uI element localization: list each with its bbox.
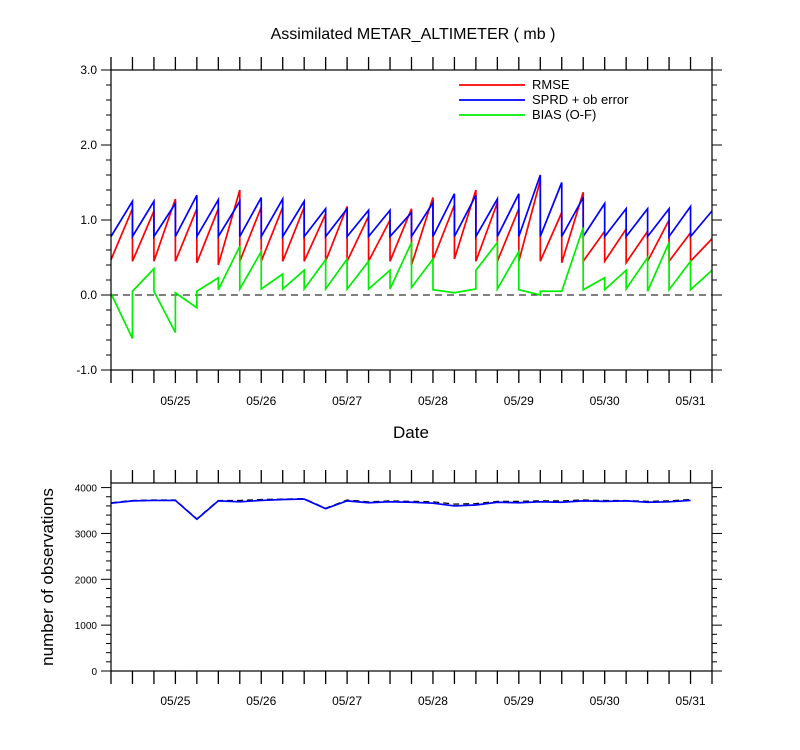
y-tick-label: 0	[91, 667, 97, 678]
x-tick-label: 05/26	[246, 394, 276, 408]
bottom-plot-frame	[110, 482, 713, 672]
obs-line-0	[110, 497, 691, 520]
legend-label-1: SPRD + ob error	[532, 92, 629, 107]
y-tick-label: 4000	[75, 484, 98, 495]
y-tick-label: -1.0	[76, 363, 97, 377]
series-line-1	[110, 174, 713, 240]
x-tick-label: 05/29	[504, 394, 534, 408]
x-tick-label: 05/25	[160, 394, 190, 408]
y-tick-label: 1000	[75, 621, 98, 632]
bottom-series-group	[110, 497, 691, 521]
y-tick-label: 3.0	[80, 63, 97, 77]
y-tick-label: 3000	[75, 529, 98, 540]
x-tick-label: 05/29	[504, 694, 534, 708]
top-plot-frame	[110, 69, 713, 371]
top-axis-ticks	[101, 57, 722, 383]
bottom-x-tick-labels: 05/25 05/26 05/27 05/28 05/29 05/30 05/31	[160, 694, 705, 708]
x-tick-label: 05/31	[676, 694, 706, 708]
y-axis-title: number of observations	[38, 488, 57, 666]
x-axis-title: Date	[393, 423, 429, 442]
x-tick-label: 05/31	[676, 394, 706, 408]
x-tick-label: 05/30	[590, 694, 620, 708]
y-tick-label: 0.0	[80, 288, 97, 302]
legend-label-2: BIAS (O-F)	[532, 107, 596, 122]
chart-title: Assimilated METAR_ALTIMETER ( mb )	[271, 26, 556, 43]
x-tick-label: 05/28	[418, 694, 448, 708]
top-x-tick-labels: 05/25 05/26 05/27 05/28 05/29 05/30 05/31	[160, 394, 705, 408]
x-tick-label: 05/30	[590, 394, 620, 408]
y-tick-label: 2.0	[80, 138, 97, 152]
x-tick-label: 05/26	[246, 694, 276, 708]
y-tick-label: 1.0	[80, 213, 97, 227]
x-tick-label: 05/27	[332, 394, 362, 408]
top-panel: -1.00.01.02.03.0 05/25 05/26 05/27 05/28 05/…	[76, 57, 722, 442]
obs-line-1	[110, 498, 691, 521]
top-y-tick-labels: -1.0 0.0 1.0 2.0 3.0	[76, 63, 97, 377]
y-tick-label: 2000	[75, 575, 98, 586]
top-series-group	[110, 174, 713, 339]
legend-label-0: RMSE	[532, 77, 570, 92]
x-tick-label: 05/27	[332, 694, 362, 708]
x-tick-label: 05/28	[418, 394, 448, 408]
x-tick-label: 05/25	[160, 694, 190, 708]
bottom-axis-ticks	[101, 470, 722, 684]
series-line-2	[110, 227, 713, 339]
bottom-y-tick-labels: 0 1000 2000 3000 4000	[75, 484, 98, 678]
